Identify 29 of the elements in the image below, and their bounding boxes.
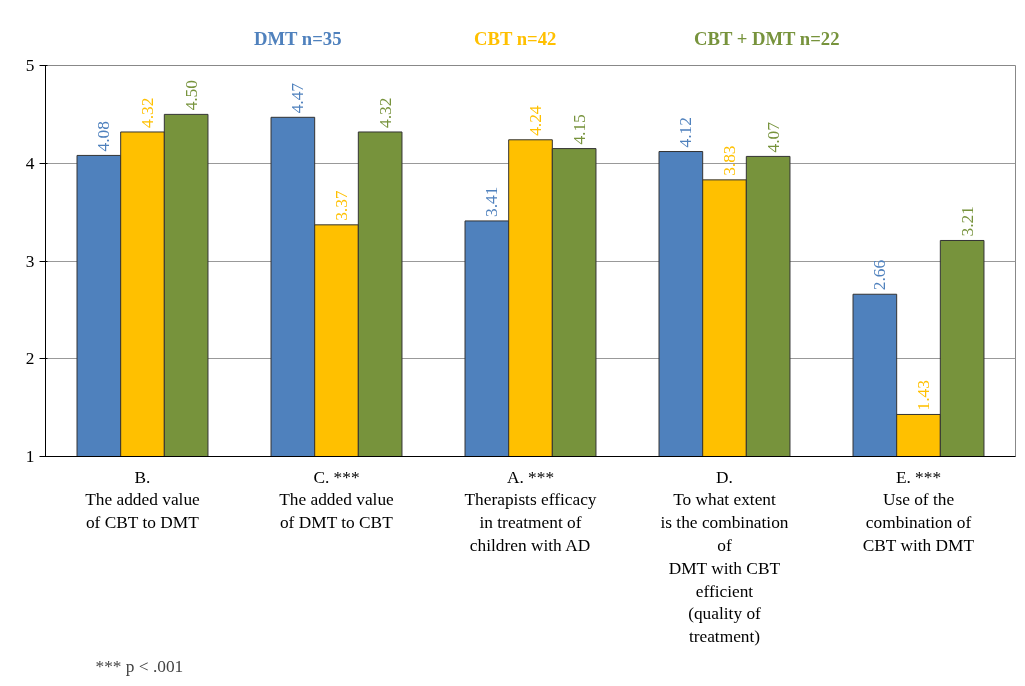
- text: CBT n=42: [474, 28, 557, 50]
- y-tick-label: 4: [25, 153, 35, 173]
- text: 4.32: [375, 97, 395, 128]
- text: 4.15: [569, 114, 589, 145]
- text: 3.37: [332, 190, 351, 221]
- text: *** p < .001: [95, 656, 184, 676]
- x-tick-label: E. *** Use of the combination of CBT with DMT: [862, 467, 975, 555]
- text: DMT n=35: [254, 28, 342, 50]
- y-tick-label: 1: [25, 447, 35, 466]
- text: 4.08: [94, 121, 114, 152]
- x-tick-label: C. *** The added value of DMT to CBT: [279, 467, 395, 533]
- x-tick-label: D. To what extent is the combination of DMT with CBT efficient (quality of treatment): [660, 467, 789, 647]
- text: 4.50: [181, 80, 201, 111]
- text: 3.41: [482, 186, 502, 217]
- text: 2.66: [870, 259, 890, 291]
- text: 3.21: [957, 206, 977, 237]
- text: 4.07: [763, 122, 783, 153]
- x-tick-label: B. The added value of CBT to DMT: [85, 467, 201, 533]
- text: 4.24: [526, 105, 545, 136]
- y-tick-label: 3: [25, 251, 35, 271]
- text: 4.47: [288, 82, 308, 114]
- y-tick-label: 5: [25, 56, 35, 75]
- text: CBT + DMT n=22: [694, 28, 840, 50]
- text: 4.32: [138, 97, 157, 128]
- text: 4.12: [676, 117, 696, 148]
- x-tick-label: A. *** Therapists efficacy in treatment of children with AD: [464, 467, 597, 555]
- text: 3.83: [720, 145, 739, 176]
- text: 1.43: [914, 380, 933, 411]
- y-tick-label: 2: [25, 349, 35, 369]
